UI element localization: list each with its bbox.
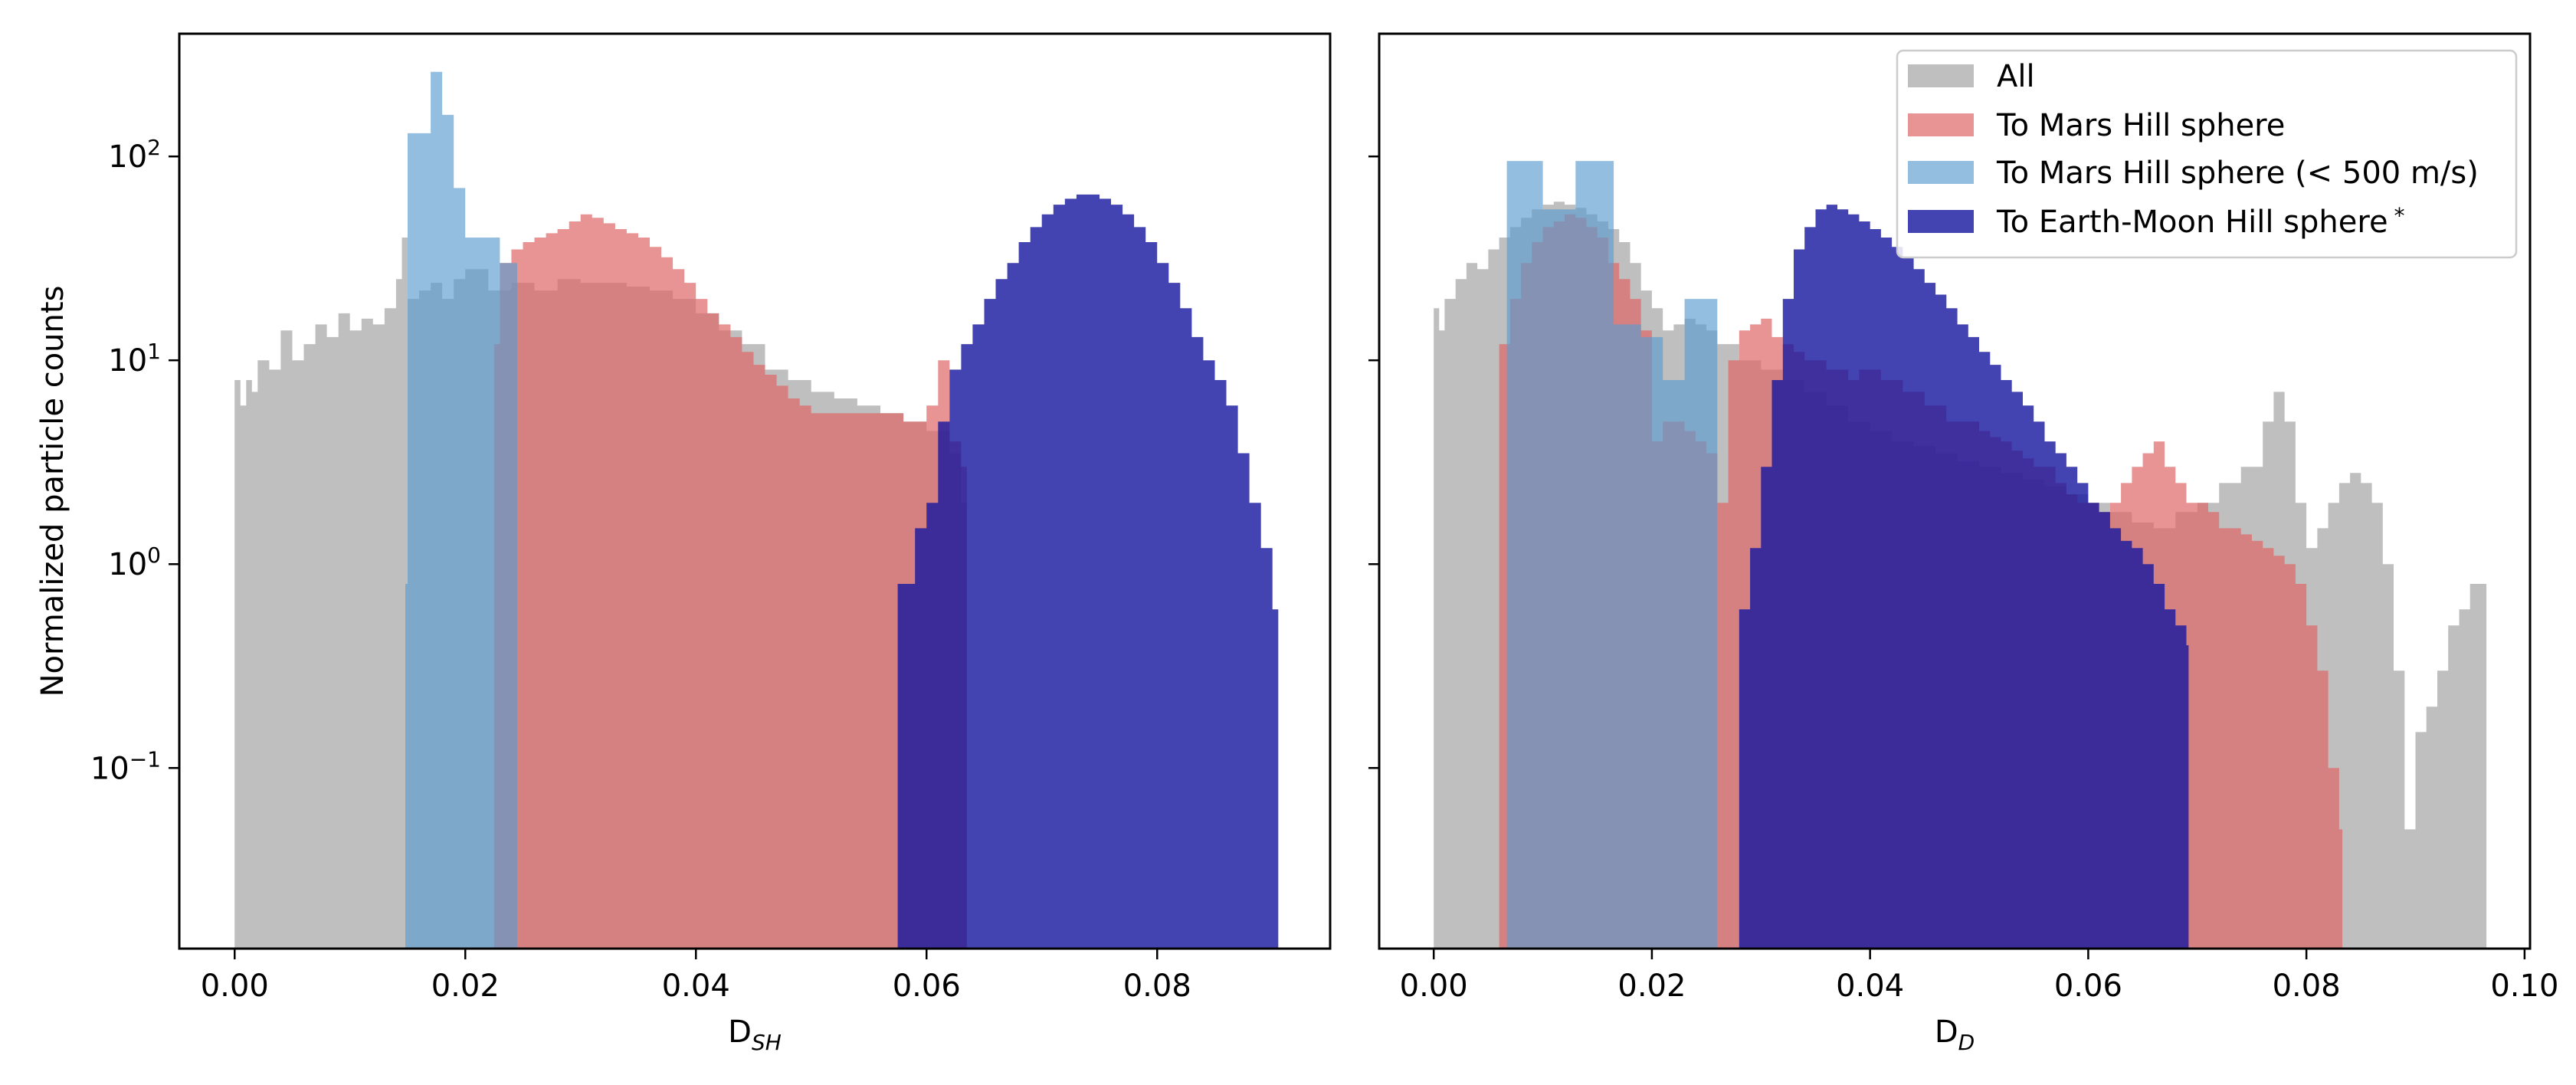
legend-label-all: All [1997, 59, 2035, 94]
right-y-ticks [1368, 155, 1379, 769]
left-x-axis-label: DSH [728, 1015, 782, 1055]
left-histograms [234, 71, 1279, 949]
legend-swatch-earth-moon [1908, 210, 1974, 233]
legend-swatch-mars-slow [1908, 161, 1974, 184]
right-panel: 0.00 0.02 0.04 0.06 0.08 0.10 DD [1368, 32, 2558, 1055]
right-x-ticks: 0.00 0.02 0.04 0.06 0.08 0.10 [1400, 949, 2558, 1004]
left-x-ticks: 0.00 0.02 0.04 0.06 0.08 [201, 949, 1191, 1004]
left-y-tick-label: 101 [108, 339, 161, 379]
left-series-to-mars-hill-sphere-500-m-s [405, 71, 517, 949]
legend-label-earth-moon: To Earth-Moon Hill sphere * [1996, 203, 2405, 240]
legend-swatch-all [1908, 64, 1974, 87]
left-axes-frame [178, 32, 1332, 950]
left-y-tick-label: 100 [108, 542, 161, 582]
legend-swatch-mars [1908, 113, 1974, 136]
right-x-tick-label: 0.10 [2490, 969, 2558, 1004]
right-series-to-earth-moon-hill-sphere [1739, 205, 2189, 949]
left-y-ticks: 102 101 100 10−1 [90, 135, 179, 786]
legend-label-mars: To Mars Hill sphere [1996, 108, 2285, 143]
right-x-tick-label: 0.06 [2054, 969, 2122, 1004]
left-x-tick-label: 0.08 [1123, 969, 1191, 1004]
right-axes-frame [1378, 32, 2532, 950]
left-series-to-mars-hill-sphere [493, 214, 967, 949]
legend: All To Mars Hill sphere To Mars Hill sph… [1896, 49, 2518, 259]
legend-box [1896, 49, 2518, 259]
right-x-tick-label: 0.08 [2273, 969, 2341, 1004]
left-x-tick-label: 0.02 [431, 969, 500, 1004]
left-y-tick-label: 10−1 [90, 746, 161, 786]
right-x-tick-label: 0.00 [1400, 969, 1468, 1004]
right-x-tick-label: 0.02 [1617, 969, 1686, 1004]
left-x-tick-label: 0.06 [893, 969, 961, 1004]
left-x-tick-label: 0.04 [662, 969, 730, 1004]
left-x-tick-label: 0.00 [201, 969, 269, 1004]
right-series-to-mars-hill-sphere-500-m-s [1506, 161, 1718, 949]
right-x-axis-label: DD [1935, 1015, 1975, 1055]
legend-label-mars-slow: To Mars Hill sphere (< 500 m/s) [1996, 156, 2479, 191]
left-series-to-earth-moon-hill-sphere [897, 194, 1279, 949]
right-x-tick-label: 0.04 [1836, 969, 1904, 1004]
left-panel: 0.00 0.02 0.04 0.06 0.08 102 101 100 10−1 DSH N… [35, 32, 1332, 1055]
y-axis-label: Normalized particle counts [35, 286, 70, 697]
right-histograms [1434, 161, 2487, 949]
left-y-tick-label: 102 [108, 135, 161, 175]
